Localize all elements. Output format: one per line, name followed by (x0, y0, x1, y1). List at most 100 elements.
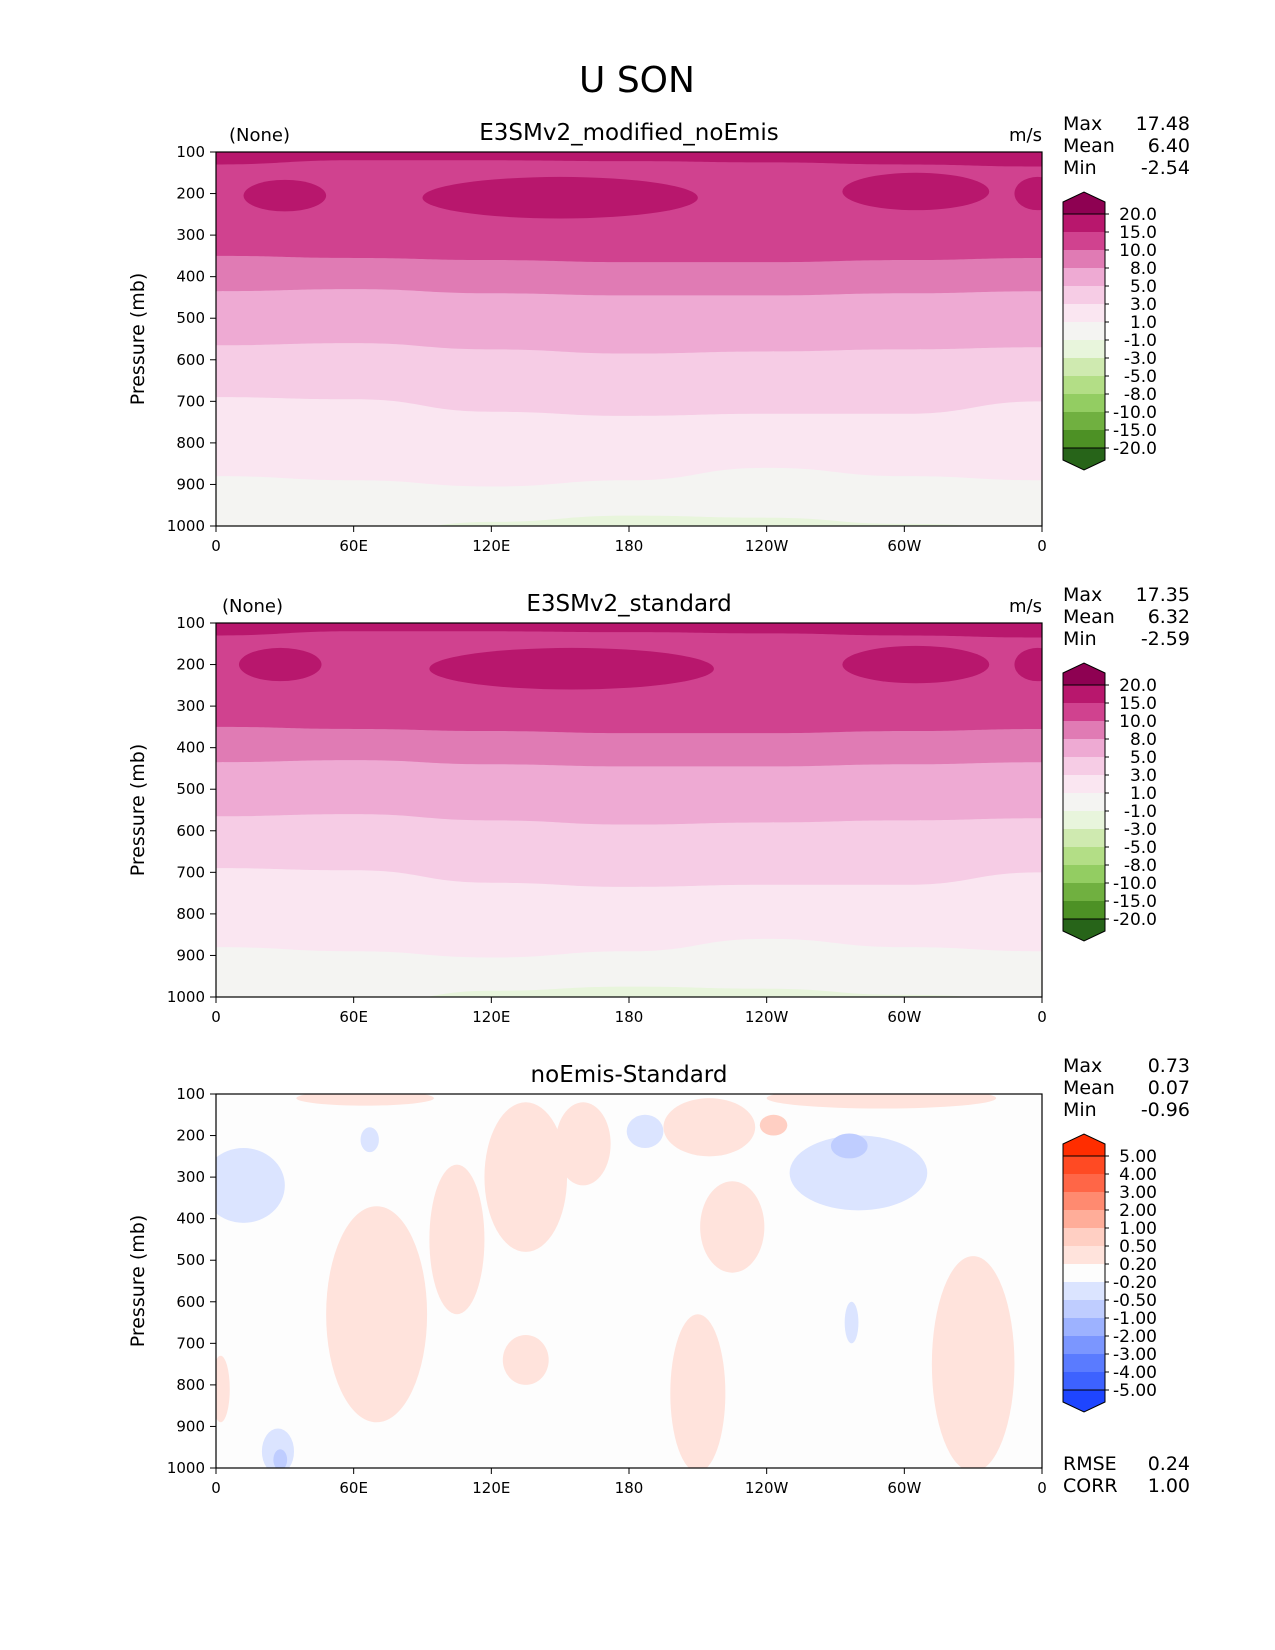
y-tick-label: 800 (176, 1376, 205, 1394)
colorbar-label: -0.50 (1113, 1291, 1157, 1311)
y-tick-label: 1000 (167, 517, 205, 535)
colorbar-cell (1063, 394, 1105, 412)
colorbar-extend-min (1062, 1389, 1106, 1413)
y-tick-label: 900 (176, 1417, 205, 1435)
colorbar-cell (1063, 268, 1105, 286)
stat-label: Mean (1063, 1077, 1115, 1099)
stat-label: Min (1063, 157, 1097, 179)
stat-label: Mean (1063, 135, 1115, 157)
colorbar-cell (1063, 775, 1105, 793)
contour-region (326, 1206, 428, 1423)
stat-label: Max (1063, 1055, 1102, 1077)
colorbar-label: -15.0 (1113, 892, 1157, 912)
colorbar-frame (1062, 213, 1106, 449)
colorbar-cell (1063, 721, 1105, 739)
colorbar-label: -20.0 (1113, 439, 1157, 459)
contour-region (830, 1133, 868, 1159)
contour-region (759, 1114, 788, 1136)
stat-value: 17.48 (1136, 113, 1190, 135)
stat-label: Max (1063, 584, 1102, 606)
colorbar-label: 8.0 (1130, 259, 1157, 279)
colorbar-label: 3.00 (1119, 1183, 1157, 1203)
panel-left-label: (None) (229, 125, 290, 146)
colorbar-extend-max (1062, 1133, 1106, 1157)
summary-label: RMSE (1063, 1453, 1117, 1475)
contour-region (502, 1335, 549, 1385)
colorbar-cell (1063, 214, 1105, 232)
y-tick-label: 500 (176, 1251, 205, 1269)
contour-region (842, 172, 990, 211)
panel-left-label: (None) (222, 596, 283, 617)
colorbar-label: 15.0 (1119, 223, 1157, 243)
x-tick-label: 180 (615, 537, 644, 555)
contour-band (434, 515, 974, 526)
y-tick-label: 100 (176, 143, 205, 161)
colorbar-cell (1063, 811, 1105, 829)
x-tick-label: 0 (1037, 1008, 1047, 1026)
stat-value: -2.54 (1141, 157, 1190, 179)
colorbar-cell (1063, 1246, 1105, 1264)
y-tick-label: 300 (176, 697, 205, 715)
colorbar-label: 0.20 (1119, 1255, 1157, 1275)
stat-value: 6.40 (1148, 135, 1190, 157)
x-tick-label: 180 (615, 1008, 644, 1026)
contour-region (238, 647, 322, 682)
colorbar-label: 20.0 (1119, 676, 1157, 696)
panel-1: 100 200 300 400 500 600 700 800 900 1000 0 60E 120E 1… (127, 113, 1190, 555)
colorbar-cell (1063, 430, 1105, 448)
plot-area (216, 623, 1042, 997)
colorbar-label: -3.0 (1124, 820, 1157, 840)
colorbar-label: 3.0 (1130, 295, 1157, 315)
y-tick-label: 400 (176, 739, 205, 757)
colorbar-label: -15.0 (1113, 421, 1157, 441)
contour-band (216, 467, 1042, 526)
colorbar-cell (1063, 829, 1105, 847)
stat-value: 0.73 (1148, 1055, 1190, 1077)
contour-region (360, 1127, 379, 1153)
y-tick-label: 300 (176, 1168, 205, 1186)
colorbar-label: 0.50 (1119, 1237, 1157, 1257)
colorbar-label: 5.00 (1119, 1147, 1157, 1167)
colorbar-cell (1063, 703, 1105, 721)
x-tick-label: 180 (615, 1479, 644, 1497)
colorbar-cell (1063, 1336, 1105, 1354)
colorbar-label: 2.00 (1119, 1201, 1157, 1221)
units-label: m/s (1009, 596, 1042, 617)
colorbar-cell (1063, 847, 1105, 865)
colorbar-label: 3.0 (1130, 766, 1157, 786)
x-tick-label: 120E (472, 537, 510, 555)
units-label: m/s (1009, 125, 1042, 146)
summary-value: 0.24 (1148, 1453, 1190, 1475)
colorbar-label: -3.00 (1113, 1345, 1157, 1365)
contour-region (700, 1181, 765, 1273)
colorbar-label: 1.0 (1130, 784, 1157, 804)
colorbar-label: -1.0 (1124, 802, 1157, 822)
colorbar-label: -5.00 (1113, 1381, 1157, 1401)
colorbar-cell (1063, 1156, 1105, 1174)
colorbar-cell (1063, 1282, 1105, 1300)
contour-region (243, 179, 327, 212)
colorbar-label: -5.0 (1124, 367, 1157, 387)
colorbar-label: 8.0 (1130, 730, 1157, 750)
colorbar-label: -8.0 (1124, 856, 1157, 876)
x-tick-label: 0 (1037, 537, 1047, 555)
colorbar-cell (1063, 739, 1105, 757)
colorbar-cell (1063, 793, 1105, 811)
y-tick-label: 600 (176, 351, 205, 369)
colorbar-cell (1063, 322, 1105, 340)
colorbar-extend-max (1062, 191, 1106, 215)
y-tick-label: 200 (176, 1127, 205, 1145)
y-tick-label: 500 (176, 780, 205, 798)
colorbar-cell (1063, 865, 1105, 883)
y-tick-label: 400 (176, 1210, 205, 1228)
colorbar-frame (1062, 1155, 1106, 1391)
panel-title: E3SMv2_modified_noEmis (479, 120, 779, 146)
contour-region (216, 1355, 230, 1423)
colorbar-cell (1063, 232, 1105, 250)
stat-value: 17.35 (1136, 584, 1190, 606)
y-axis-label: Pressure (mb) (127, 273, 149, 406)
colorbar-cell (1063, 1210, 1105, 1228)
colorbar-label: -2.00 (1113, 1327, 1157, 1347)
summary-label: CORR (1063, 1475, 1118, 1497)
